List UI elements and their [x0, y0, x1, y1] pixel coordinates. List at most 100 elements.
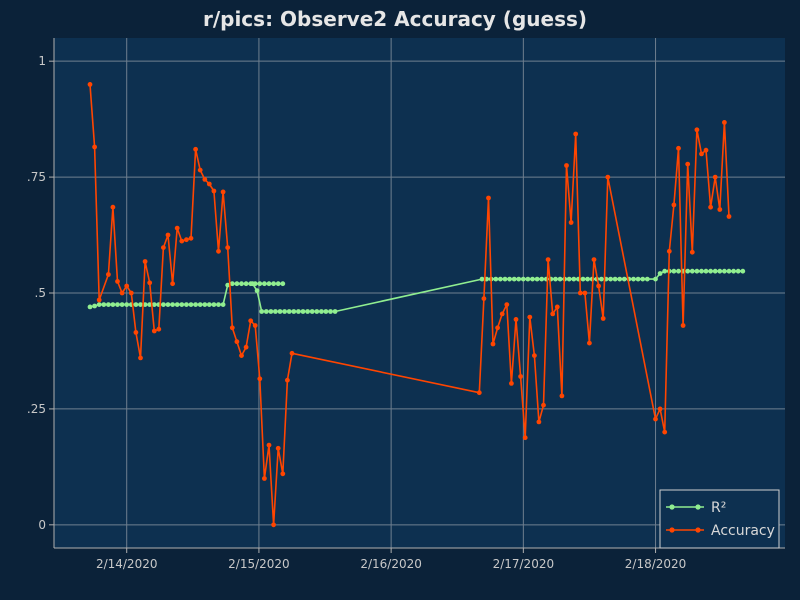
series-1-point: [239, 353, 244, 358]
series-1-point: [142, 259, 148, 264]
series-1-point: [726, 214, 732, 219]
series-1-point: [676, 145, 681, 151]
series-1-point: [541, 402, 546, 408]
series-0-point: [188, 302, 194, 307]
series-0-point: [254, 288, 260, 294]
series-0-point: [621, 276, 627, 282]
x-tick-label: 2/15/2020: [228, 557, 290, 571]
series-0-point: [259, 309, 265, 314]
series-0-point: [305, 309, 310, 314]
series-0-point: [277, 309, 283, 314]
series-1-point: [666, 248, 672, 254]
series-1-point: [550, 311, 556, 317]
chart-title: r/pics: Observe2 Accuracy (guess): [203, 7, 587, 31]
series-0-point: [722, 268, 727, 274]
series-1-point: [96, 297, 102, 303]
series-1-point: [216, 248, 221, 254]
series-0-point: [243, 281, 249, 287]
series-0-point: [170, 302, 176, 307]
series-0-point: [502, 276, 508, 282]
series-1-point: [234, 339, 240, 345]
series-1-point: [653, 416, 658, 422]
series-1-point: [170, 281, 176, 287]
series-0-point: [571, 276, 577, 282]
series-1-point: [600, 316, 606, 321]
series-0-point: [133, 302, 139, 307]
legend-label: Accuracy: [711, 523, 775, 539]
series-0-point: [689, 268, 695, 274]
series-1-point: [717, 207, 723, 212]
x-tick-label: 2/14/2020: [96, 557, 158, 571]
series-1-point: [490, 341, 496, 347]
series-0-point: [234, 281, 240, 287]
legend-swatch-point: [695, 527, 701, 533]
series-0-point: [580, 276, 586, 282]
series-1-point: [596, 283, 601, 289]
y-tick-label: .75: [27, 170, 46, 184]
series-1-point: [128, 290, 134, 296]
series-1-point: [522, 435, 528, 441]
series-0-point: [275, 281, 281, 287]
y-tick-label: .25: [27, 402, 46, 416]
series-1-point: [220, 189, 226, 195]
series-1-point: [106, 272, 111, 277]
series-0-point: [319, 309, 324, 314]
series-0-point: [211, 302, 217, 307]
series-1-point: [708, 204, 713, 210]
series-1-point: [206, 181, 212, 187]
series-1-point: [564, 163, 569, 168]
series-1-point: [271, 522, 276, 528]
series-0-point: [92, 303, 97, 309]
series-1-point: [577, 290, 583, 296]
series-0-point: [206, 302, 212, 307]
series-0-point: [268, 309, 274, 314]
series-1-point: [486, 195, 491, 201]
series-0-point: [314, 309, 320, 314]
series-1-point: [225, 245, 231, 251]
series-0-point: [282, 309, 287, 314]
series-0-point: [151, 302, 157, 307]
series-0-point: [174, 302, 180, 307]
series-0-point: [566, 276, 572, 282]
series-1-point: [554, 304, 560, 310]
series-0-point: [662, 268, 668, 274]
series-0-point: [225, 282, 231, 288]
legend-label: R²: [711, 500, 726, 516]
series-1-point: [587, 340, 592, 346]
series-0-point: [309, 309, 315, 314]
series-0-point: [671, 268, 677, 274]
series-0-point: [202, 302, 208, 307]
series-0-point: [553, 276, 558, 282]
series-1-point: [694, 127, 700, 133]
series-0-point: [124, 302, 130, 307]
series-0-point: [585, 276, 590, 282]
series-1-point: [536, 419, 542, 425]
series-1-point: [147, 280, 153, 286]
series-1-point: [252, 323, 258, 328]
series-0-point: [286, 309, 292, 314]
series-0-point: [216, 302, 221, 307]
series-0-point: [712, 268, 718, 274]
series-0-point: [676, 268, 681, 274]
series-0-point: [640, 276, 646, 282]
series-0-point: [300, 309, 306, 314]
series-1-point: [87, 82, 93, 87]
series-0-point: [520, 276, 526, 282]
series-0-point: [653, 276, 658, 282]
series-0-point: [96, 302, 102, 307]
series-1-point: [174, 225, 180, 231]
x-tick-label: 2/17/2020: [493, 557, 555, 571]
series-0-point: [539, 276, 545, 282]
legend-swatch-point: [669, 504, 675, 510]
series-0-point: [479, 276, 485, 282]
series-0-point: [735, 268, 741, 274]
series-1-point: [285, 377, 290, 383]
series-0-point: [296, 309, 301, 314]
series-0-point: [525, 276, 531, 282]
series-0-point: [257, 281, 263, 287]
series-1-point: [499, 311, 505, 317]
series-0-point: [694, 268, 700, 274]
series-0-point: [599, 276, 604, 282]
series-1-point: [513, 317, 519, 322]
series-1-point: [133, 330, 139, 335]
